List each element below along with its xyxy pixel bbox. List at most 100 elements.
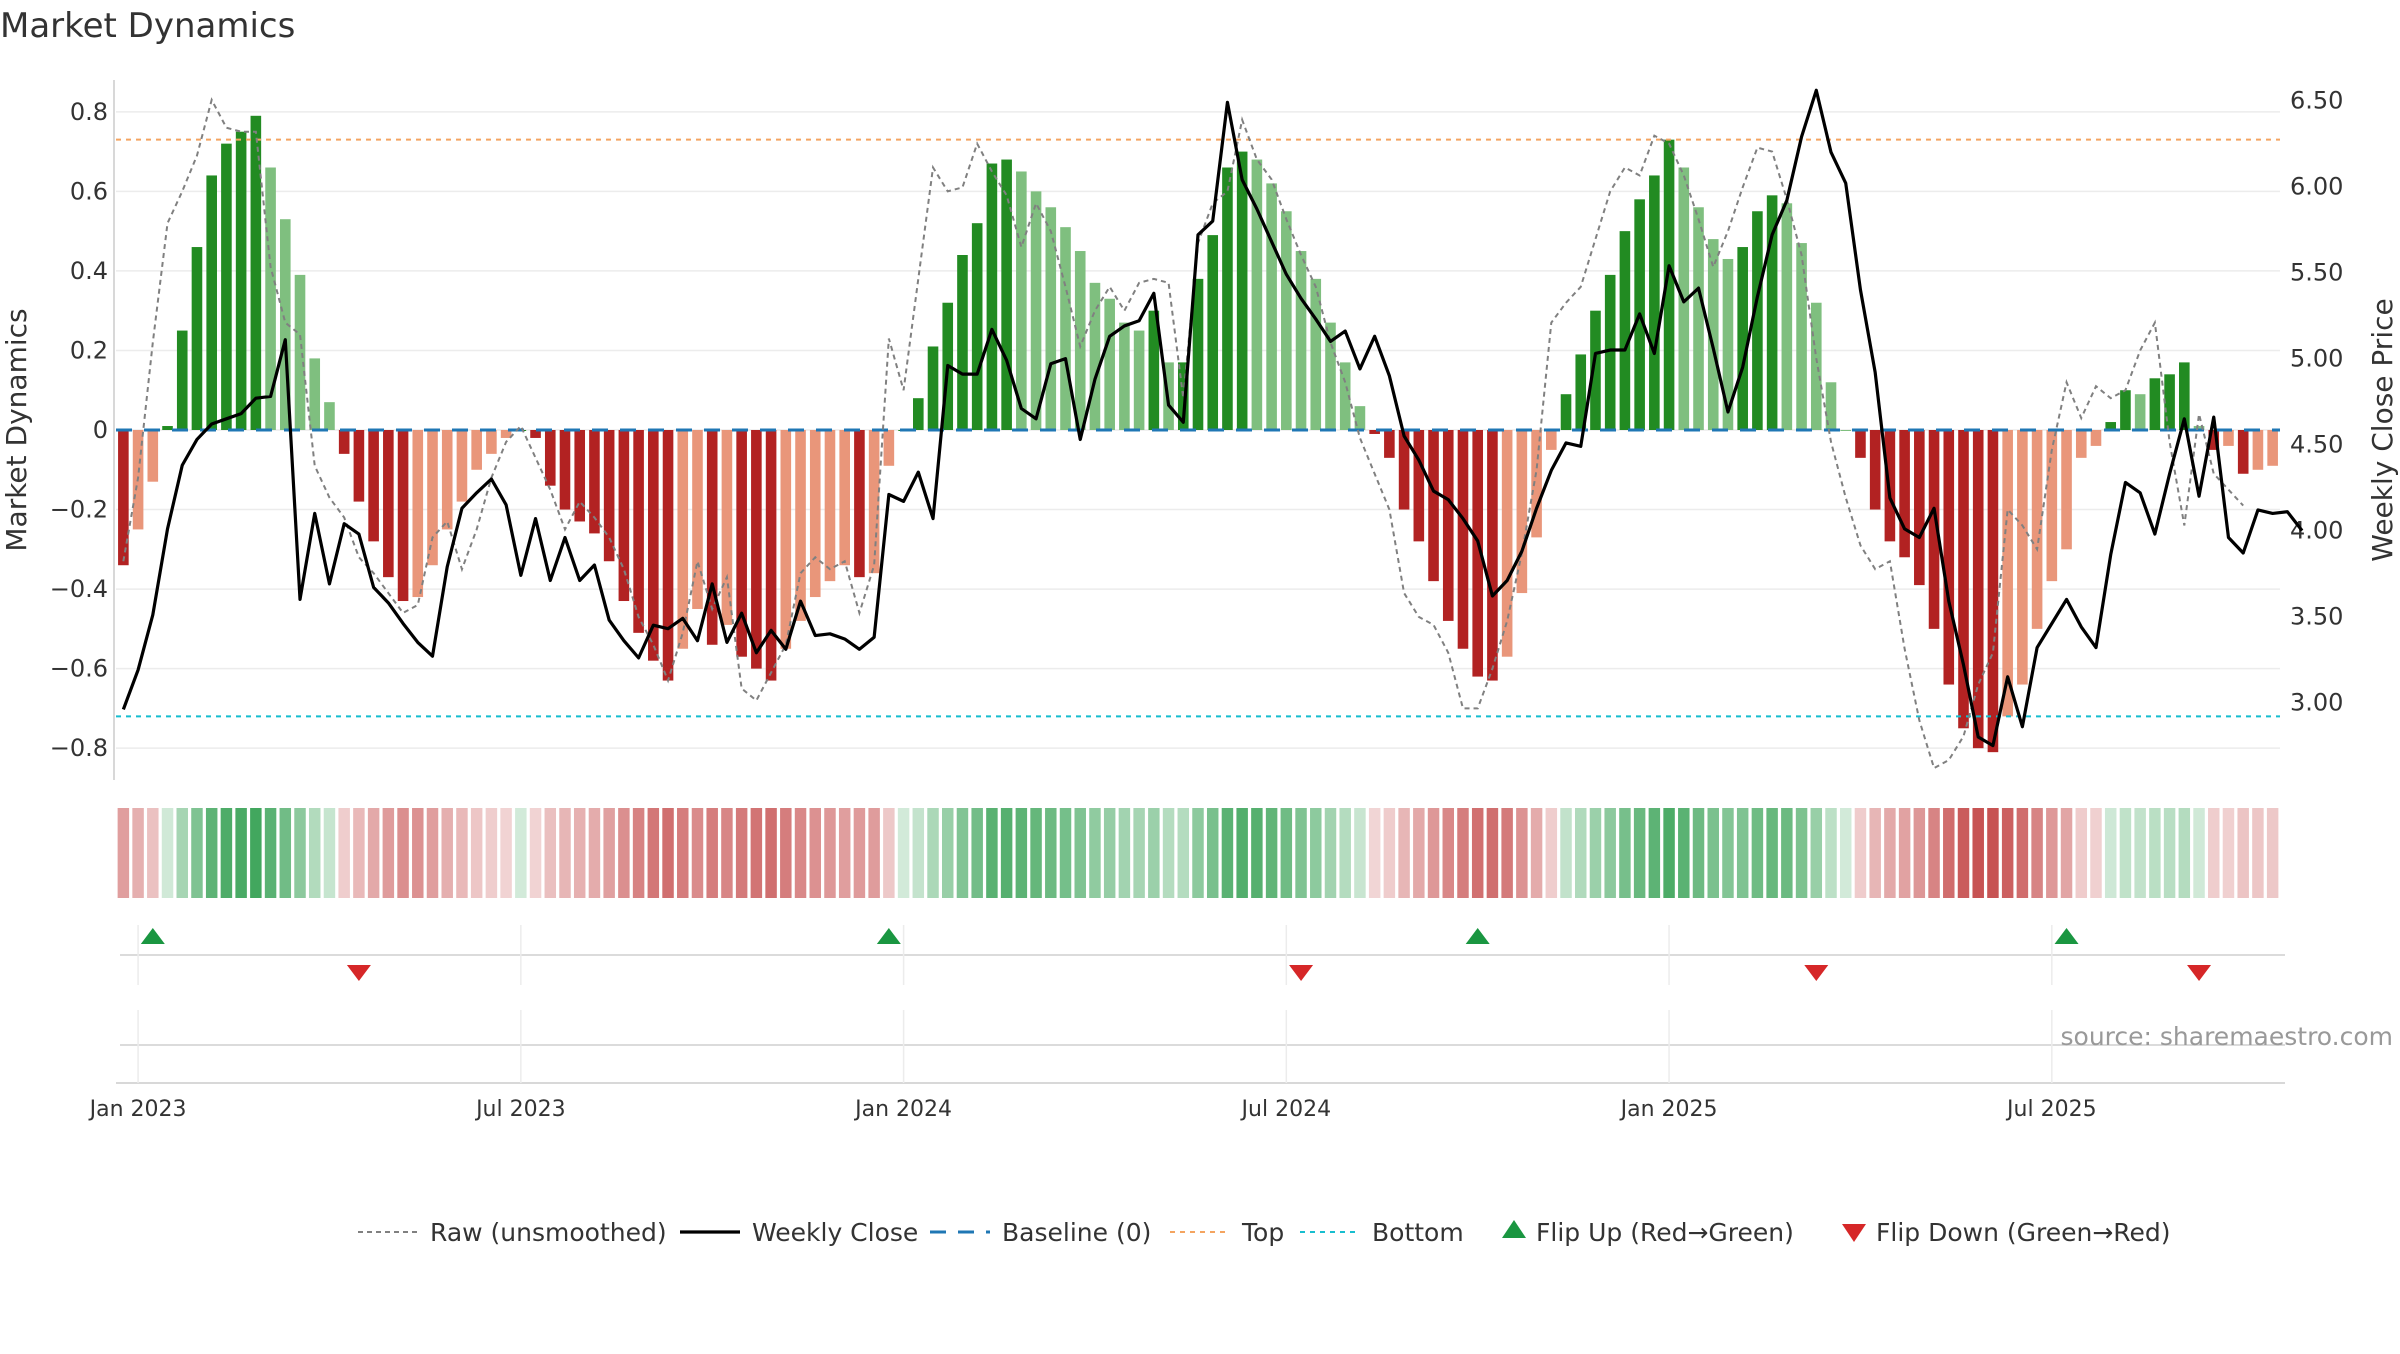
heat-strip-cell: [353, 808, 365, 898]
market-dynamics-bar: [721, 430, 733, 625]
legend-label: Flip Down (Green→Red): [1876, 1218, 2171, 1247]
heat-strip-cell: [1310, 808, 1322, 898]
market-dynamics-bar: [441, 430, 453, 530]
heat-strip-cell: [132, 808, 144, 898]
chart-title: Market Dynamics: [0, 6, 296, 46]
x-tick-label: Jan 2025: [1619, 1097, 1718, 1122]
market-dynamics-bar: [1281, 211, 1292, 430]
heat-strip-cell: [235, 808, 247, 898]
market-dynamics-bar: [1663, 139, 1675, 430]
market-dynamics-bar: [544, 430, 556, 486]
market-dynamics-bar: [1369, 430, 1380, 434]
market-dynamics-bar: [279, 219, 291, 430]
market-dynamics-bar: [780, 430, 792, 649]
market-dynamics-bar: [1325, 322, 1336, 430]
y-left-tick-label: −0.6: [50, 655, 108, 683]
y-left-tick-label: 0: [93, 416, 108, 444]
heat-strip-cell: [1869, 808, 1881, 898]
market-dynamics-bar: [1251, 159, 1263, 430]
market-dynamics-bar: [1487, 430, 1498, 681]
legend-swatch-flip-down: [1842, 1224, 1866, 1242]
flip-down-marker: [346, 965, 371, 981]
market-dynamics-bar: [1398, 430, 1410, 510]
heat-strip-cell: [485, 808, 498, 898]
heat-strip-cell: [308, 808, 321, 898]
heat-strip-cell: [338, 808, 350, 898]
legend-item: Weekly Close: [680, 1218, 918, 1247]
heat-strip-cell: [1898, 808, 1911, 898]
market-dynamics-bar: [795, 430, 806, 621]
heat-strip-cell: [897, 808, 910, 898]
market-dynamics-bar: [1428, 430, 1439, 582]
heat-strip-cell: [1354, 808, 1366, 898]
market-dynamics-bar: [603, 430, 615, 562]
heat-strip-cell: [2193, 808, 2205, 898]
heat-strip-cell: [412, 808, 424, 898]
market-dynamics-bar: [1987, 430, 1999, 753]
y-left-tick-label: −0.4: [50, 575, 108, 603]
market-dynamics-bar: [1869, 430, 1881, 510]
market-dynamics-bar: [1516, 430, 1528, 594]
heat-strip-cell: [470, 808, 483, 898]
heat-strip-cell: [1103, 808, 1116, 898]
heat-strip-cell: [1795, 808, 1808, 898]
heat-strip-cell: [1589, 808, 1602, 898]
heat-strip-cell: [1810, 808, 1823, 898]
heat-strip-cell: [1339, 808, 1351, 898]
market-dynamics-bar: [1840, 430, 1852, 431]
heat-strip-cell: [927, 808, 939, 898]
heat-strip-cell: [279, 808, 292, 898]
heat-strip-cell: [691, 808, 704, 898]
flip-down-marker: [1289, 965, 1314, 981]
heat-strip-cell: [220, 808, 233, 898]
heat-strip-cell: [559, 808, 571, 898]
y-right-tick-label: 4.50: [2290, 431, 2343, 459]
heat-strip-cell: [1501, 808, 1513, 898]
market-dynamics-bar: [618, 430, 630, 602]
y-right-tick-label: 5.50: [2290, 259, 2343, 287]
market-dynamics-bar: [1192, 278, 1204, 430]
heat-strip-cell: [1471, 808, 1484, 898]
heat-strip-cell: [2104, 808, 2117, 898]
heat-strip-cell: [1663, 808, 1675, 898]
heat-strip-cell: [1074, 808, 1086, 898]
market-dynamics-bar: [633, 430, 644, 633]
market-dynamics-bar: [1060, 227, 1071, 430]
legend-label: Weekly Close: [752, 1218, 918, 1247]
market-dynamics-bar: [574, 430, 586, 522]
heat-strip-cell: [1707, 808, 1719, 898]
heat-strip-cell: [1884, 808, 1896, 898]
heat-strip-cell: [1678, 808, 1690, 898]
y-left-tick-label: 0.4: [70, 257, 108, 285]
market-dynamics-bar: [1457, 430, 1469, 649]
market-dynamics-bar: [1089, 282, 1101, 430]
market-dynamics-bar: [353, 430, 365, 502]
heat-strip-cell: [1457, 808, 1469, 898]
market-dynamics-bar: [1796, 243, 1807, 430]
heat-strip-cell: [2016, 808, 2029, 898]
legend-label: Top: [1241, 1218, 1284, 1247]
heat-strip-cell: [971, 808, 983, 898]
x-tick-label: Jan 2023: [88, 1097, 187, 1122]
heat-strip-cell: [1000, 808, 1013, 898]
heat-strip-cell: [735, 808, 748, 898]
heat-strip-cell: [1368, 808, 1381, 898]
market-dynamics-bar: [2237, 430, 2249, 474]
market-dynamics-bar: [427, 430, 438, 566]
legend-item: Raw (unsmoothed): [358, 1218, 667, 1247]
heat-strip-cell: [1943, 808, 1955, 898]
heat-strip-cell: [1206, 808, 1219, 898]
heat-strip-cell: [1987, 808, 1999, 898]
heat-strip-cell: [618, 808, 630, 898]
heat-strip-cell: [721, 808, 733, 898]
market-dynamics-bar: [1604, 274, 1616, 430]
market-dynamics-bar: [1531, 430, 1542, 538]
heat-strip-cell: [1221, 808, 1234, 898]
market-dynamics-bar: [986, 163, 998, 431]
market-dynamics-bar: [1119, 322, 1130, 430]
market-dynamics-bar: [736, 430, 747, 657]
heat-strip-cell: [765, 808, 777, 898]
market-dynamics-bar: [1825, 382, 1837, 430]
